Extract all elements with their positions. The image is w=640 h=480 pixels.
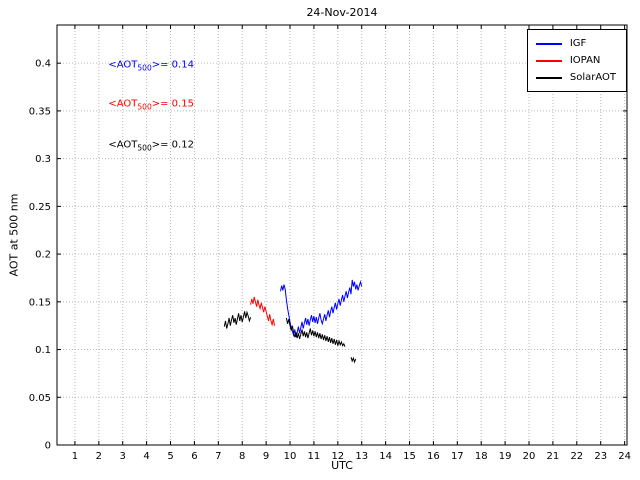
legend-label-iopan: IOPAN — [569, 55, 601, 66]
x-tick-label: 10 — [284, 451, 297, 462]
x-tick-label: 22 — [570, 451, 583, 462]
y-tick-label: 0.1 — [35, 345, 51, 356]
x-axis-label: UTC — [331, 459, 353, 472]
x-tick-label: 16 — [427, 451, 440, 462]
mean-aot-annotation-igf: <AOT500>= 0.14 — [108, 59, 194, 73]
x-tick-label: 4 — [143, 451, 149, 462]
y-tick-label: 0.25 — [29, 202, 51, 213]
series-line-solaraot — [350, 356, 357, 364]
chart-title: 24-Nov-2014 — [306, 6, 378, 19]
series-line-solaraot — [223, 310, 252, 329]
y-tick-label: 0 — [45, 441, 51, 452]
x-tick-label: 11 — [308, 451, 321, 462]
y-tick-label: 0.15 — [29, 297, 51, 308]
legend-line-sample-solaraot — [535, 76, 562, 79]
tick-labels: 1 2 3 4 5 6 7 8 9 10 11 12 13 14 15 16 17 18 19 20 21 22 23 240… — [29, 59, 631, 462]
x-tick-label: 17 — [451, 451, 464, 462]
x-tick-label: 5 — [167, 451, 173, 462]
x-tick-label: 23 — [594, 451, 607, 462]
y-axis-label: AOT at 500 nm — [7, 193, 21, 277]
series-line-solaraot — [285, 317, 346, 347]
x-tick-label: 13 — [355, 451, 368, 462]
x-tick-label: 9 — [263, 451, 269, 462]
legend: IGF IOPAN SolarAOT — [526, 29, 627, 92]
x-tick-label: 3 — [120, 451, 126, 462]
mean-aot-annotation-iopan: <AOT500>= 0.15 — [108, 98, 194, 112]
x-tick-label: 21 — [547, 451, 560, 462]
x-tick-label: 18 — [475, 451, 488, 462]
legend-label-solaraot: SolarAOT — [569, 72, 616, 83]
legend-entry-iopan: IOPAN — [535, 52, 616, 69]
x-tick-label: 15 — [403, 451, 416, 462]
legend-line-sample-iopan — [535, 59, 562, 62]
legend-label-igf: IGF — [569, 38, 587, 49]
legend-entry-igf: IGF — [535, 35, 616, 52]
x-tick-label: 1 — [72, 451, 78, 462]
x-tick-label: 14 — [379, 451, 392, 462]
x-tick-label: 6 — [191, 451, 197, 462]
data-series — [223, 279, 363, 364]
y-tick-label: 0.35 — [29, 106, 51, 117]
x-tick-label: 8 — [239, 451, 245, 462]
axes — [56, 24, 628, 446]
y-tick-label: 0.05 — [29, 393, 51, 404]
y-tick-label: 0.2 — [35, 250, 51, 261]
series-line-iopan — [250, 296, 275, 327]
legend-line-sample-igf — [535, 42, 562, 45]
mean-aot-annotation-solaraot: <AOT500>= 0.12 — [108, 139, 194, 153]
x-tick-label: 20 — [523, 451, 536, 462]
legend-entry-solaraot: SolarAOT — [535, 69, 616, 86]
x-tick-label: 24 — [618, 451, 631, 462]
x-tick-label: 2 — [96, 451, 102, 462]
y-tick-label: 0.4 — [35, 59, 51, 70]
x-tick-label: 19 — [499, 451, 512, 462]
x-tick-label: 12 — [331, 451, 344, 462]
x-tick-label: 7 — [215, 451, 221, 462]
y-tick-label: 0.3 — [35, 154, 51, 165]
